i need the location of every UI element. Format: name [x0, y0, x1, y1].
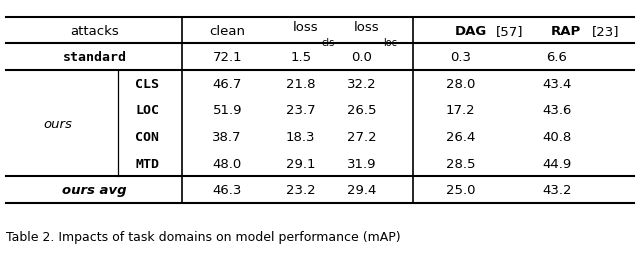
Text: 27.2: 27.2	[347, 131, 376, 144]
Text: MTD: MTD	[135, 157, 159, 170]
Text: ours: ours	[43, 117, 72, 130]
Text: 18.3: 18.3	[286, 131, 316, 144]
Text: 25.0: 25.0	[446, 183, 476, 196]
Text: 72.1: 72.1	[212, 51, 242, 64]
Text: CON: CON	[135, 131, 159, 144]
Text: clean: clean	[209, 25, 245, 38]
Text: 23.2: 23.2	[286, 183, 316, 196]
Text: 29.1: 29.1	[286, 157, 316, 170]
Text: 21.8: 21.8	[286, 77, 316, 90]
Text: [23]: [23]	[592, 25, 620, 38]
Text: 46.3: 46.3	[212, 183, 242, 196]
Text: LOC: LOC	[135, 104, 159, 117]
Text: 51.9: 51.9	[212, 104, 242, 117]
Text: RAP: RAP	[550, 25, 580, 38]
Text: 44.9: 44.9	[542, 157, 572, 170]
Text: 46.7: 46.7	[212, 77, 242, 90]
Text: attacks: attacks	[70, 25, 119, 38]
Text: loc: loc	[383, 38, 397, 48]
Text: 26.5: 26.5	[347, 104, 376, 117]
Text: 32.2: 32.2	[347, 77, 376, 90]
Text: 31.9: 31.9	[347, 157, 376, 170]
Text: DAG: DAG	[454, 25, 486, 38]
Text: 23.7: 23.7	[286, 104, 316, 117]
Text: Table 2. Impacts of task domains on model performance (mAP): Table 2. Impacts of task domains on mode…	[6, 230, 401, 243]
Text: 48.0: 48.0	[212, 157, 242, 170]
Text: ours avg: ours avg	[62, 183, 127, 196]
Text: 1.5: 1.5	[290, 51, 312, 64]
Text: 28.5: 28.5	[446, 157, 476, 170]
Text: 29.4: 29.4	[347, 183, 376, 196]
Text: 26.4: 26.4	[446, 131, 476, 144]
Text: 6.6: 6.6	[547, 51, 567, 64]
Text: 43.2: 43.2	[542, 183, 572, 196]
Text: [57]: [57]	[496, 25, 524, 38]
Text: loss: loss	[293, 21, 319, 34]
Text: 40.8: 40.8	[542, 131, 572, 144]
Text: standard: standard	[62, 51, 127, 64]
Text: CLS: CLS	[135, 77, 159, 90]
Text: 0.3: 0.3	[451, 51, 471, 64]
Text: 0.0: 0.0	[351, 51, 372, 64]
Text: 43.4: 43.4	[542, 77, 572, 90]
Text: 17.2: 17.2	[446, 104, 476, 117]
Text: cls: cls	[322, 38, 335, 48]
Text: 43.6: 43.6	[542, 104, 572, 117]
Text: 38.7: 38.7	[212, 131, 242, 144]
Text: 28.0: 28.0	[446, 77, 476, 90]
Text: loss: loss	[354, 21, 380, 34]
